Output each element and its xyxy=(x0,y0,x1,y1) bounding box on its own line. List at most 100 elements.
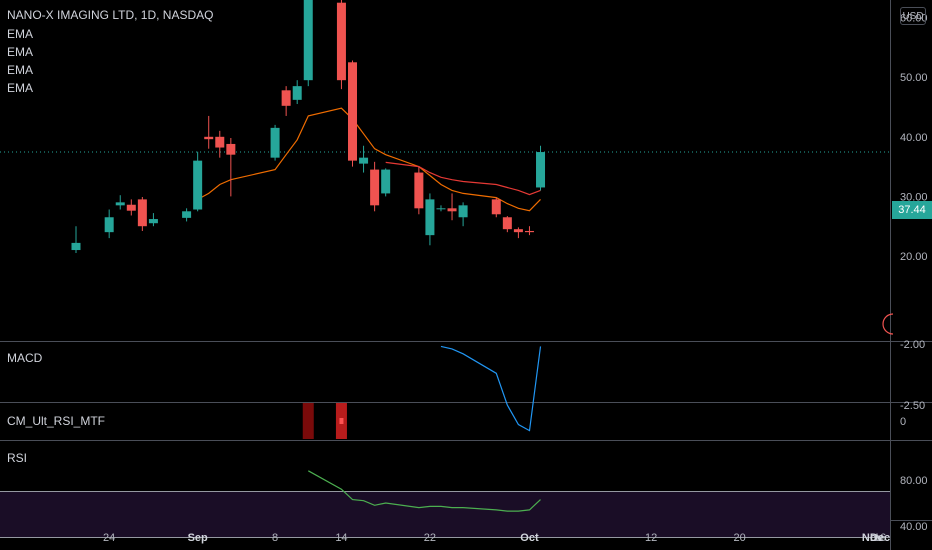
candle-body xyxy=(137,199,147,227)
rsi-line xyxy=(308,470,541,512)
candle-body xyxy=(182,211,192,218)
rsi-mtf-signal-bar xyxy=(302,403,314,439)
rsi-mtf-pane-label: CM_Ult_RSI_MTF xyxy=(7,414,106,428)
candle-down xyxy=(524,226,534,236)
candle-up xyxy=(536,145,546,191)
ema-fast-line xyxy=(197,107,541,212)
candle-body xyxy=(193,160,203,210)
macd-axis-tick: -2.00 xyxy=(900,339,925,351)
price-axis-tick: 50.00 xyxy=(900,72,928,84)
candle-up xyxy=(71,226,81,254)
candle-up xyxy=(270,124,280,161)
candle-up xyxy=(115,195,125,210)
candle-down xyxy=(447,193,457,221)
candle-down xyxy=(137,196,147,231)
ema-legend-2: EMA xyxy=(7,45,34,59)
candle-down xyxy=(215,130,225,158)
candle-body xyxy=(436,208,446,210)
candle-down xyxy=(204,115,214,149)
candle-body xyxy=(425,199,435,236)
rsi-pane-label: RSI xyxy=(7,451,28,465)
candle-body xyxy=(148,219,158,224)
ema-legend-4: EMA xyxy=(7,81,34,95)
time-axis-tick: 24 xyxy=(103,532,115,544)
alert-marker-icon xyxy=(882,313,894,335)
candle-body xyxy=(204,136,214,140)
rsi-band xyxy=(0,491,890,538)
candle-body xyxy=(270,127,280,158)
rsi-mtf-axis-tick: 0 xyxy=(900,416,906,428)
candle-body xyxy=(104,217,114,233)
candle-body xyxy=(513,229,523,233)
ema-legend-3: EMA xyxy=(7,63,34,77)
macd-line xyxy=(440,345,542,432)
candle-body xyxy=(502,217,512,230)
candle-body xyxy=(226,143,236,155)
macd-axis-tick: -2.50 xyxy=(900,400,925,412)
time-axis-tick: Oct xyxy=(520,532,539,544)
candle-down xyxy=(226,137,236,197)
candle-down xyxy=(370,161,380,212)
candle-down xyxy=(281,86,291,116)
rsi-axis-tick: 80.00 xyxy=(900,475,928,487)
candle-down xyxy=(414,166,424,215)
candle-body xyxy=(381,169,391,194)
candle-down xyxy=(348,60,357,167)
time-axis-tick: 20 xyxy=(733,532,745,544)
time-axis-tick: Sep xyxy=(188,532,208,544)
rsi-axis-tick: 40.00 xyxy=(900,521,928,533)
candle-down xyxy=(502,216,512,233)
time-axis-tick: 8 xyxy=(272,532,278,544)
rsi-mtf-signal-marker xyxy=(339,418,344,424)
macd-pane-label: MACD xyxy=(7,351,43,365)
candle-body xyxy=(336,2,346,81)
candle-body xyxy=(491,199,501,215)
price-axis-tick: 30.00 xyxy=(900,191,928,203)
candle-body xyxy=(126,204,136,211)
candle-up xyxy=(104,209,114,239)
candle-body xyxy=(458,205,468,218)
symbol-title: NANO-X IMAGING LTD, 1D, NASDAQ xyxy=(7,8,214,22)
candle-down xyxy=(126,199,136,216)
candle-down xyxy=(491,197,501,218)
currency-button[interactable]: USD xyxy=(900,7,926,25)
last-price-tag: 37.44 xyxy=(892,201,932,219)
candle-body xyxy=(536,152,546,188)
candle-body xyxy=(359,157,369,164)
candle-down xyxy=(336,0,346,90)
candle-up xyxy=(381,168,391,197)
ema-slow-line xyxy=(385,161,541,196)
candle-up xyxy=(458,202,468,227)
candle-up xyxy=(182,208,192,222)
candle-body xyxy=(292,86,302,100)
candle-body xyxy=(303,0,313,81)
time-axis-tick: 14 xyxy=(335,532,347,544)
time-axis-tick: 12 xyxy=(645,532,657,544)
candle-up xyxy=(359,145,369,173)
candle-up xyxy=(148,213,158,227)
candle-body xyxy=(414,172,424,209)
time-axis-tick: 22 xyxy=(424,532,436,544)
candle-body xyxy=(71,242,81,251)
candle-body xyxy=(115,202,125,206)
price-axis-tick: 40.00 xyxy=(900,132,928,144)
candle-up xyxy=(425,193,435,246)
price-axis-tick: 20.00 xyxy=(900,251,928,263)
candle-body xyxy=(215,136,225,148)
time-axis-tick: Dec xyxy=(870,532,890,544)
candle-body xyxy=(348,62,357,161)
candle-body xyxy=(370,169,380,206)
candle-body xyxy=(524,230,534,233)
time-axis-tick: Nov xyxy=(862,532,884,544)
candle-down xyxy=(513,227,523,239)
price-axis-tick: 60.00 xyxy=(900,13,928,25)
candle-body xyxy=(281,90,291,106)
candle-up xyxy=(303,0,313,87)
time-axis-tick: 16 xyxy=(874,532,886,544)
candle-up xyxy=(436,205,446,212)
ema-legend-1: EMA xyxy=(7,27,34,41)
candle-up xyxy=(193,151,203,212)
candle-body xyxy=(447,208,457,212)
candle-up xyxy=(292,80,302,105)
